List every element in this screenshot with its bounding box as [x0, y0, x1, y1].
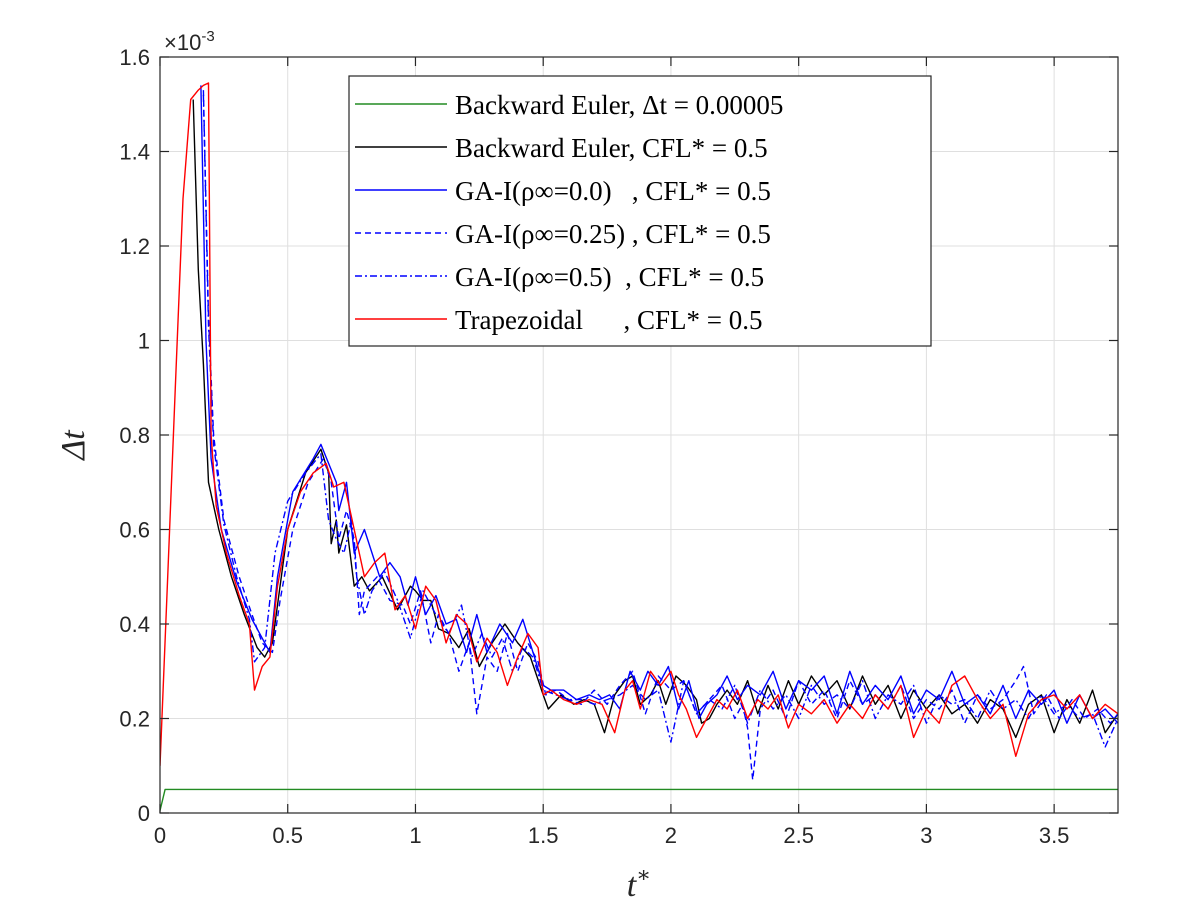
x-tick-label: 2.5 [783, 823, 814, 848]
x-tick-label: 0 [154, 823, 166, 848]
y-tick-label: 0 [138, 801, 150, 826]
y-tick-label: 1.2 [119, 234, 150, 259]
y-tick-label: 1.4 [119, 140, 150, 165]
y-tick-label: 0.8 [119, 423, 150, 448]
x-tick-label: 1.5 [528, 823, 559, 848]
legend-box [348, 75, 932, 347]
series-group [160, 82, 1118, 811]
y-tick-label: 0.6 [119, 518, 150, 543]
legend-label: Backward Euler, CFL* = 0.5 [455, 133, 768, 163]
y-tick-label: 0.2 [119, 707, 150, 732]
y-tick-label: 0.4 [119, 612, 150, 637]
series-line-backward-euler-t-0-00005 [160, 788, 1118, 811]
x-tick-label: 0.5 [272, 823, 303, 848]
legend-label: Trapezoidal , CFL* = 0.5 [455, 305, 762, 335]
y-scale-exponent: -3 [201, 28, 214, 45]
x-tick-label: 3 [920, 823, 932, 848]
y-tick-label: 1 [138, 329, 150, 354]
legend-label: GA-I(ρ∞=0.5) , CFL* = 0.5 [455, 262, 764, 292]
legend-label: Backward Euler, Δt = 0.00005 [455, 90, 783, 120]
x-tick-label: 3.5 [1039, 823, 1070, 848]
series-line-ga-i-0-5-cfl-0-5 [202, 94, 1118, 748]
y-tick-label: 1.6 [119, 45, 150, 70]
series-line-trapezoidal-cfl-0-5 [160, 82, 1118, 766]
series-line-ga-i-0-25-cfl-0-5 [202, 90, 1118, 781]
legend-label: GA-I(ρ∞=0.0) , CFL* = 0.5 [455, 176, 771, 206]
x-tick-label: 2 [665, 823, 677, 848]
legend-label: GA-I(ρ∞=0.25) , CFL* = 0.5 [455, 219, 771, 249]
legend: Backward Euler, Δt = 0.00005 Backward Eul… [348, 75, 932, 347]
x-tick-label: 1 [409, 823, 421, 848]
y-axis-label: Δt [55, 429, 92, 462]
y-scale-label: ×10-3 [164, 28, 215, 55]
axis-ticks: 0 0.5 1 1.5 2 2.5 3 3.5 0 0.2 0.4 0.6 0.8 1 1.2 1.4 1.6 [119, 45, 1118, 848]
